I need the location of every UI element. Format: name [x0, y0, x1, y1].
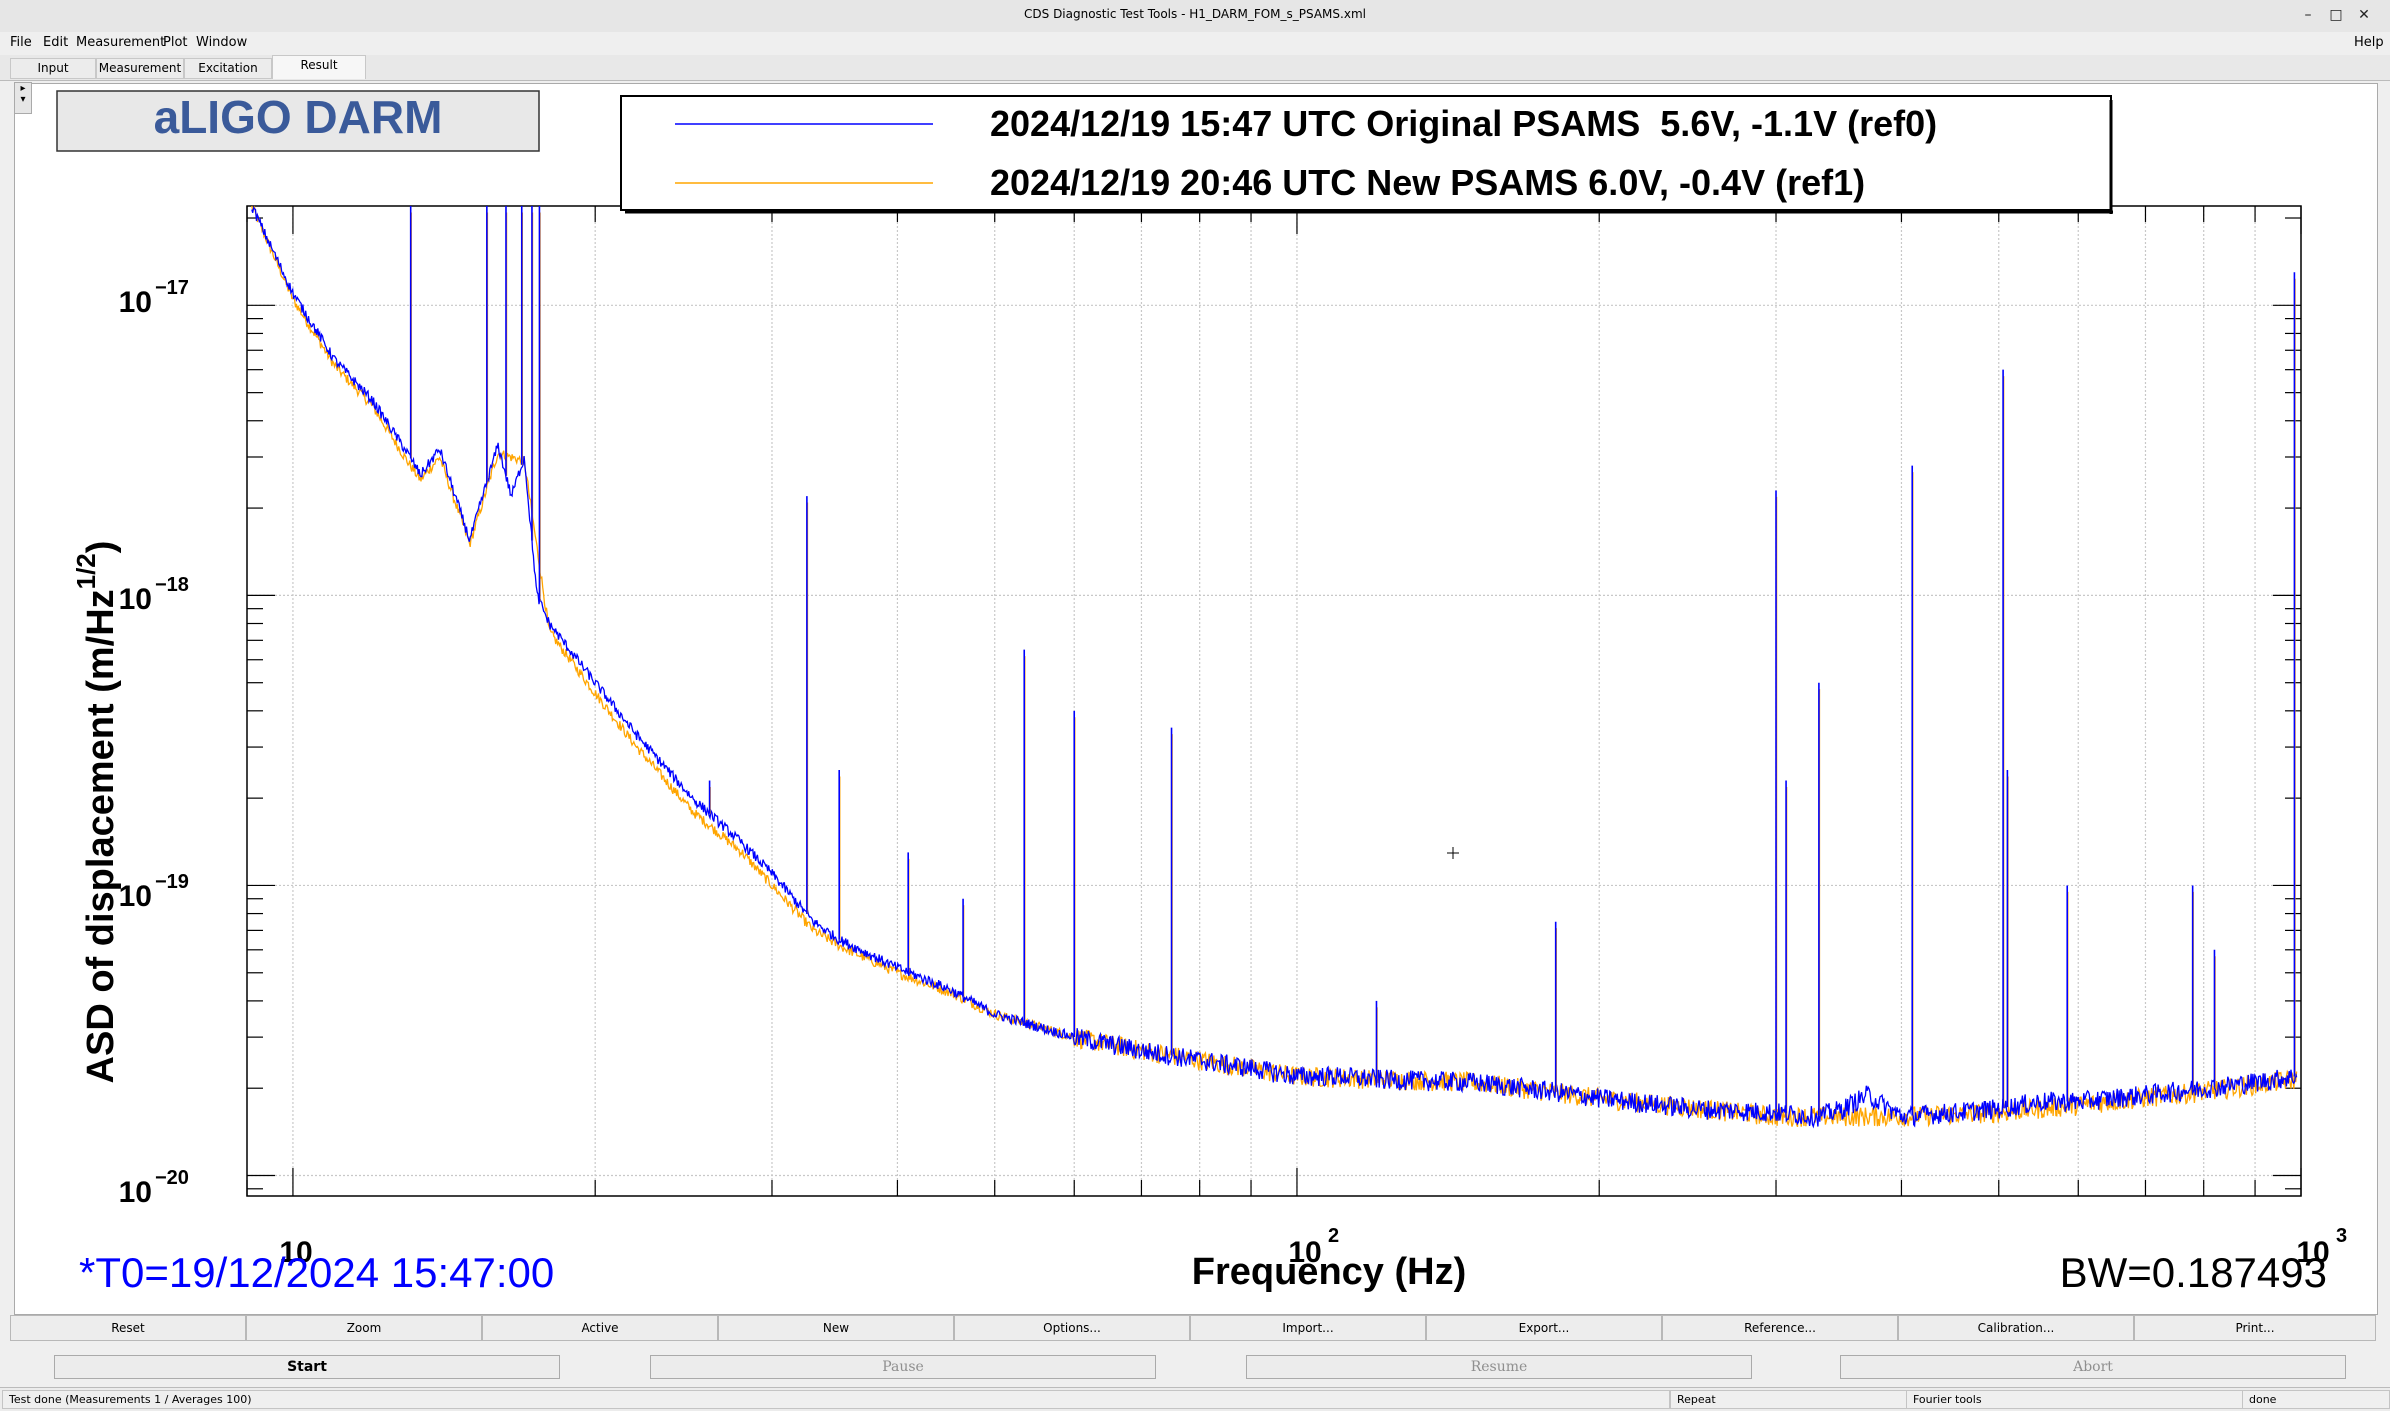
tab-excitation[interactable]: Excitation [184, 58, 272, 79]
grid [247, 206, 2301, 1196]
window-title: CDS Diagnostic Test Tools - H1_DARM_FOM_… [1024, 7, 1366, 21]
menu-edit[interactable]: Edit [43, 35, 69, 50]
y-axis-label-sup: 1/2 [71, 553, 101, 589]
bw-annotation: BW=0.187493 [2060, 1249, 2327, 1296]
x-tick-label-100-base: 10 [1288, 1236, 1321, 1269]
menu-window[interactable]: Window [196, 35, 248, 50]
maximize-icon[interactable]: □ [2329, 7, 2343, 23]
y-tick-label-1e-20-exp: −20 [155, 1167, 189, 1189]
y-axis-label-group: ASD of displacement (m/Hz1/2) [71, 541, 122, 1084]
plot-background [15, 84, 2377, 1314]
legend: 2024/12/19 15:47 UTC Original PSAMS 5.6V… [620, 95, 2113, 214]
menu-bar: File Edit Measurement Plot Window Help [0, 32, 2390, 54]
measurement-controls: Start Pause Resume Abort [10, 1352, 2380, 1382]
export-button[interactable]: Export... [1426, 1315, 1662, 1341]
series-group [251, 205, 2298, 1129]
status-tool: Fourier tools [1906, 1390, 2244, 1409]
series-line-ref0 [251, 205, 2298, 1129]
x-tick-label-100-exp: 2 [1328, 1225, 1339, 1247]
close-icon[interactable]: ✕ [2358, 7, 2370, 23]
legend-label-ref1: 2024/12/19 20:46 UTC New PSAMS 6.0V, -0.… [990, 162, 1865, 203]
zoom-button[interactable]: Zoom [246, 1315, 482, 1341]
legend-label-ref0: 2024/12/19 15:47 UTC Original PSAMS 5.6V… [990, 103, 1937, 144]
active-button[interactable]: Active [482, 1315, 718, 1341]
status-state: done [2242, 1390, 2390, 1409]
plot-title-box: aLIGO DARM [56, 90, 540, 152]
tab-input[interactable]: Input [10, 58, 96, 79]
menu-plot[interactable]: Plot [163, 35, 188, 50]
y-tick-label-1e-18-exp: −18 [155, 574, 189, 596]
y-axis-label-end: ) [80, 541, 122, 554]
x-tick-label-100: 10 2 [1288, 1225, 1339, 1269]
print-button[interactable]: Print... [2134, 1315, 2376, 1341]
x-axis-label: Frequency (Hz) [1192, 1251, 1466, 1293]
menu-measurement[interactable]: Measurement [76, 35, 166, 50]
y-tick-label-1e-17-base: 10 [119, 286, 152, 319]
y-tick-label-1e-18-base: 10 [119, 583, 152, 616]
x-tick-label-10: 10 [279, 1236, 312, 1269]
pause-button[interactable]: Pause [650, 1355, 1156, 1379]
calibration-button[interactable]: Calibration... [1898, 1315, 2134, 1341]
y-tick-label-1e-19-base: 10 [119, 880, 152, 913]
abort-button[interactable]: Abort [1840, 1355, 2346, 1379]
import-button[interactable]: Import... [1190, 1315, 1426, 1341]
start-button[interactable]: Start [54, 1355, 560, 1379]
y-tick-label-1e-20: 10 −20 [119, 1167, 189, 1209]
y-axis-label-main: ASD of displacement (m/Hz [80, 589, 122, 1083]
plot-title: aLIGO DARM [154, 91, 443, 143]
status-message: Test done (Measurements 1 / Averages 100… [2, 1390, 1670, 1409]
reset-button[interactable]: Reset [10, 1315, 246, 1341]
minimize-icon[interactable]: – [2304, 7, 2312, 23]
reference-button[interactable]: Reference... [1662, 1315, 1898, 1341]
resume-button[interactable]: Resume [1246, 1355, 1752, 1379]
options-button[interactable]: Options... [954, 1315, 1190, 1341]
t0-annotation: *T0=19/12/2024 15:47:00 [79, 1249, 554, 1296]
y-axis-label: ASD of displacement (m/Hz1/2) [71, 541, 122, 1084]
tab-result[interactable]: Result [272, 55, 366, 79]
menu-file[interactable]: File [10, 35, 32, 50]
y-tick-label-1e-17: 10 −17 [119, 277, 189, 319]
x-tick-label-1000-base: 10 [2296, 1236, 2329, 1269]
x-tick-label-1000: 10 3 [2296, 1225, 2347, 1269]
y-tick-label-1e-19-exp: −19 [155, 871, 189, 893]
status-bar: Test done (Measurements 1 / Averages 100… [0, 1387, 2390, 1411]
plot-svg[interactable]: aLIGO DARM 2024/12/19 15:47 UTC Original… [15, 84, 2377, 1314]
new-button[interactable]: New [718, 1315, 954, 1341]
menu-help[interactable]: Help [2354, 35, 2384, 50]
y-tick-label-1e-18: 10 −18 [119, 574, 189, 616]
y-tick-label-1e-17-exp: −17 [155, 277, 189, 299]
tab-bar: Input Measurement Excitation Result [0, 55, 2390, 81]
canvas-scroll-control[interactable]: ▸ ▾ [14, 82, 32, 114]
y-tick-label-1e-20-base: 10 [119, 1176, 152, 1209]
cursor-crosshair [1447, 847, 1459, 859]
tab-measurement[interactable]: Measurement [96, 58, 184, 79]
status-repeat: Repeat [1670, 1390, 1908, 1409]
plot-canvas[interactable]: aLIGO DARM 2024/12/19 15:47 UTC Original… [14, 83, 2378, 1315]
y-tick-label-1e-19: 10 −19 [119, 871, 189, 913]
x-tick-label-1000-exp: 3 [2336, 1225, 2347, 1247]
window-titlebar: CDS Diagnostic Test Tools - H1_DARM_FOM_… [0, 0, 2390, 33]
plot-toolbar: Reset Zoom Active New Options... Import.… [10, 1315, 2380, 1341]
